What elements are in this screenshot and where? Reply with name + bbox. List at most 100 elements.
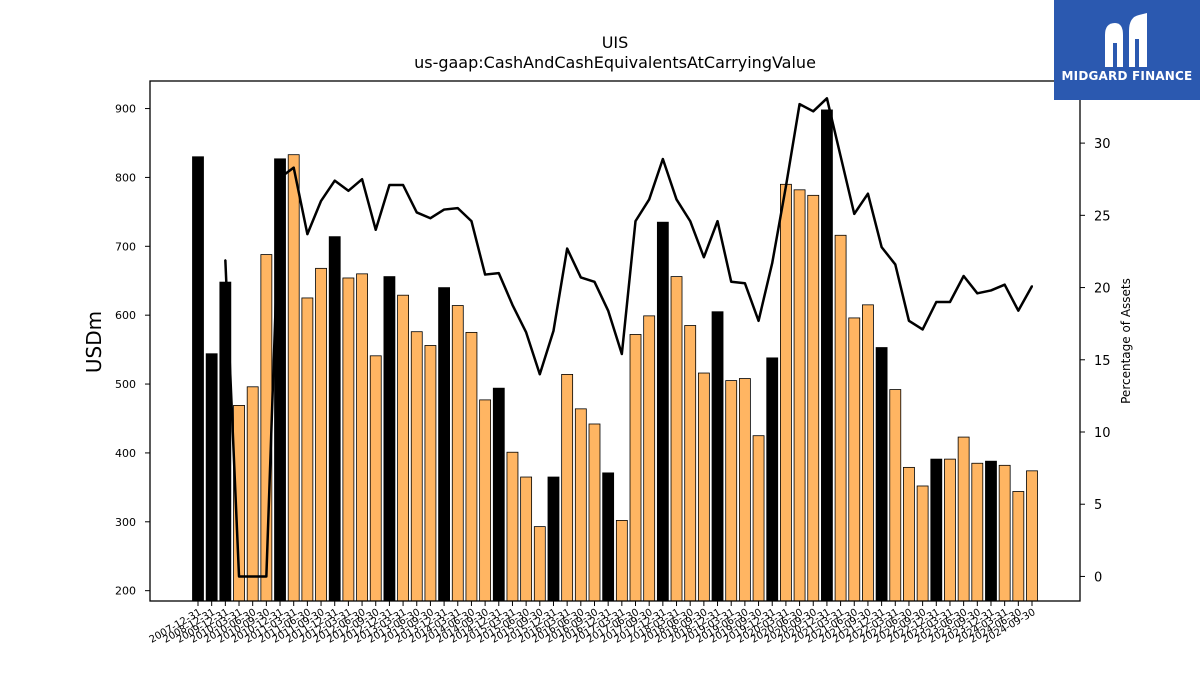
line-point	[757, 319, 760, 322]
bar	[397, 294, 409, 602]
line-point	[607, 309, 610, 312]
line-point	[374, 228, 377, 231]
line-point	[593, 280, 596, 283]
line-point	[1031, 285, 1033, 288]
line-point	[921, 328, 924, 331]
line-point	[880, 246, 883, 249]
plot-frame	[149, 80, 1081, 602]
y-tick-label: 400	[115, 447, 136, 460]
y2-axis-label: Percentage of Assets	[1119, 278, 1133, 404]
bar	[834, 234, 847, 602]
bar	[957, 436, 970, 602]
bar	[629, 334, 642, 602]
y2-tick-label: 20	[1094, 282, 1111, 297]
chart-subtitle: us-gaap:CashAndCashEquivalentsAtCarrying…	[414, 53, 816, 72]
bar	[944, 458, 956, 602]
bar	[301, 297, 314, 602]
y2-tick-label: 25	[1094, 209, 1111, 224]
line-point	[579, 276, 582, 279]
line-point	[634, 220, 637, 223]
line-point	[388, 184, 391, 186]
bar	[588, 423, 601, 602]
line-point	[716, 220, 719, 223]
bar	[780, 183, 792, 602]
line-point	[415, 211, 418, 214]
line-point	[825, 97, 828, 100]
line-point	[648, 198, 651, 201]
line-point	[552, 329, 555, 332]
bar	[985, 460, 997, 602]
y-tick-label: 800	[115, 171, 136, 184]
line-point	[702, 256, 705, 259]
line-point	[839, 155, 842, 158]
line-point	[894, 263, 897, 266]
y-tick-label: 900	[115, 103, 136, 116]
bar	[574, 408, 587, 602]
line-point	[292, 166, 295, 169]
bar	[479, 399, 492, 602]
axes: 2003004005006007008009000510152025302007…	[115, 80, 1111, 646]
line-point	[948, 301, 951, 303]
bar	[697, 372, 710, 602]
line-point	[812, 110, 815, 113]
line-point	[784, 185, 787, 188]
line-point	[402, 184, 405, 186]
line-point	[470, 220, 473, 223]
line-point	[743, 282, 746, 285]
y2-tick-label: 0	[1094, 570, 1102, 585]
line-point	[989, 289, 992, 292]
bar	[438, 287, 451, 602]
line-series	[197, 97, 1034, 578]
brand-name: MIDGARD FINANCE	[1061, 69, 1193, 83]
bar	[670, 276, 683, 602]
bar	[916, 485, 929, 602]
bar	[862, 304, 874, 602]
line-point	[907, 319, 910, 322]
bar	[369, 355, 382, 602]
bar	[383, 276, 396, 602]
y2-tick-label: 10	[1094, 426, 1111, 441]
bar	[315, 267, 327, 602]
bar	[410, 331, 423, 602]
line-point	[361, 178, 364, 181]
line-point	[279, 176, 282, 179]
bar	[711, 311, 724, 602]
bar	[492, 387, 505, 602]
y2-tick-label: 15	[1094, 354, 1111, 369]
bar	[971, 462, 984, 602]
y-tick-label: 500	[115, 378, 136, 391]
line-point	[962, 275, 965, 277]
bar	[356, 273, 368, 602]
line-point	[429, 217, 432, 220]
line-point	[238, 575, 241, 578]
line-point	[935, 301, 938, 303]
bar	[656, 221, 669, 602]
line-point	[525, 331, 528, 334]
line-point	[853, 212, 856, 215]
bar	[766, 357, 779, 602]
bar	[506, 451, 519, 602]
line-point	[306, 233, 309, 236]
bar	[547, 476, 560, 602]
line-point	[320, 199, 323, 202]
y2-tick-label: 30	[1094, 137, 1111, 152]
bar	[602, 472, 615, 602]
bar	[533, 526, 546, 602]
y2-tick-label: 5	[1094, 498, 1102, 513]
midgard-m-logo-icon	[1105, 13, 1147, 67]
bar	[451, 305, 464, 602]
line-point	[566, 247, 569, 250]
bar	[998, 464, 1011, 602]
line-point	[689, 220, 692, 223]
bar	[684, 325, 697, 602]
line-point	[511, 303, 514, 306]
bar	[725, 380, 738, 602]
bar	[1026, 470, 1038, 602]
line-point	[675, 198, 678, 201]
line-point	[456, 207, 459, 210]
line-point	[661, 158, 664, 160]
y-tick-label: 200	[115, 585, 136, 598]
line-point	[443, 208, 446, 211]
bar	[738, 378, 751, 602]
y-tick-label: 300	[115, 516, 136, 529]
